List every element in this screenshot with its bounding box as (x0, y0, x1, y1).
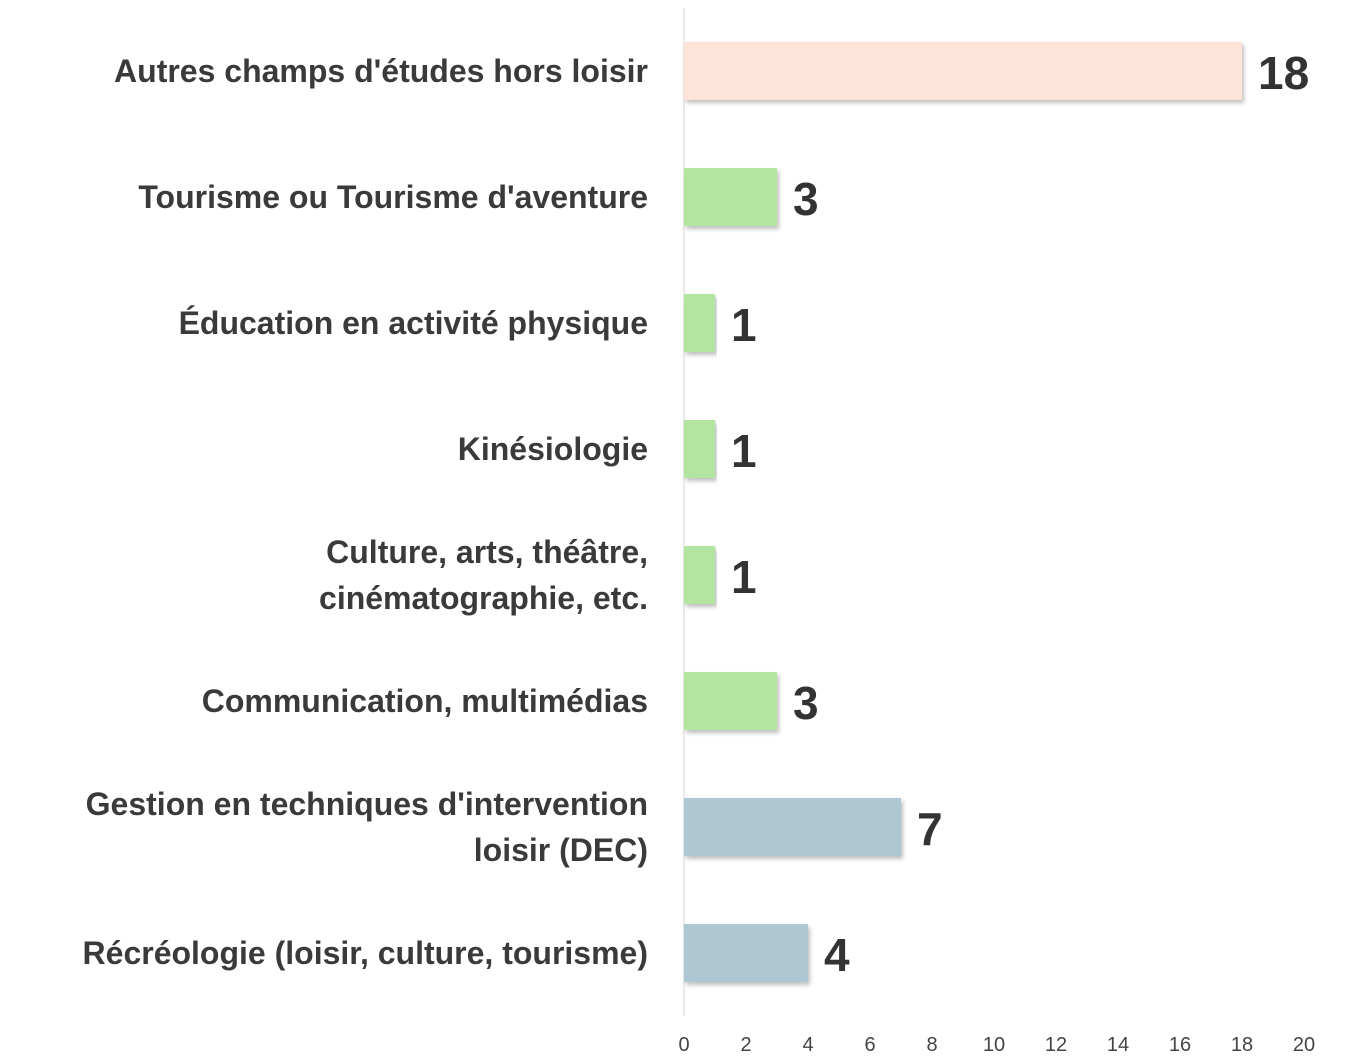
bar (684, 420, 715, 478)
category-label: Tourisme ou Tourisme d'aventure (138, 179, 648, 215)
value-label: 1 (731, 425, 757, 477)
bar (684, 924, 808, 982)
value-label: 18 (1258, 47, 1310, 99)
bar (684, 42, 1242, 100)
bar (684, 672, 777, 730)
x-tick-label: 2 (740, 1034, 752, 1056)
x-tick-label: 12 (1044, 1034, 1068, 1056)
bar (684, 294, 715, 352)
x-tick-label: 20 (1292, 1034, 1316, 1056)
x-tick-label: 18 (1230, 1034, 1254, 1056)
value-label: 4 (824, 929, 850, 981)
bar (684, 546, 715, 604)
category-label: Gestion en techniques d'intervention loi… (85, 786, 648, 868)
value-label: 3 (793, 173, 819, 225)
bar (684, 798, 901, 856)
category-label: Récréologie (loisir, culture, tourisme) (82, 935, 648, 971)
x-tick-label: 4 (802, 1034, 814, 1056)
x-tick-label: 6 (864, 1034, 876, 1056)
category-label: Éducation en activité physique (178, 305, 648, 341)
value-label: 7 (917, 803, 943, 855)
x-tick-label: 16 (1168, 1034, 1192, 1056)
category-label: Autres champs d'études hors loisir (114, 53, 648, 89)
category-label: Kinésiologie (457, 431, 648, 467)
x-tick-label: 10 (982, 1034, 1006, 1056)
x-tick-label: 8 (926, 1034, 938, 1056)
value-label: 1 (731, 551, 757, 603)
value-label: 1 (731, 299, 757, 351)
category-label: Culture, arts, théâtre, cinématographie,… (319, 534, 648, 616)
x-tick-label: 0 (678, 1034, 690, 1056)
x-tick-label: 14 (1106, 1034, 1130, 1056)
bar (684, 168, 777, 226)
value-label: 3 (793, 677, 819, 729)
category-label: Communication, multimédias (201, 683, 648, 719)
